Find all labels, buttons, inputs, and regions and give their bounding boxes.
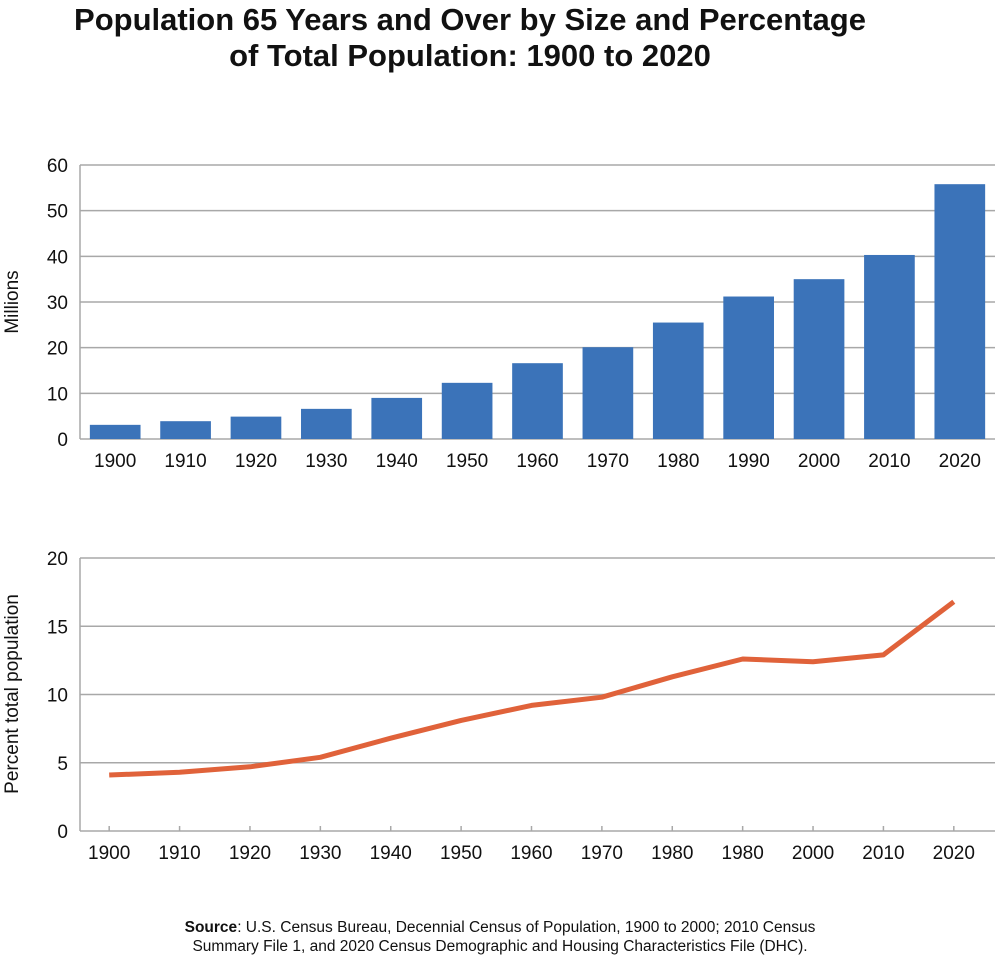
x-tick-label: 1920 bbox=[235, 451, 277, 472]
x-tick-label: 1960 bbox=[510, 843, 552, 864]
x-tick-label: 1980 bbox=[651, 843, 693, 864]
percent-line bbox=[109, 599, 956, 778]
x-tick-label: 2010 bbox=[868, 451, 910, 472]
y-tick-label: 20 bbox=[47, 339, 68, 360]
y-tick-label: 10 bbox=[47, 686, 68, 707]
x-tick-label: 1970 bbox=[587, 451, 629, 472]
x-tick-label: 2000 bbox=[792, 843, 834, 864]
y-tick-label: 60 bbox=[47, 156, 68, 177]
bar-1960 bbox=[512, 363, 563, 439]
x-tick-label: 1900 bbox=[88, 843, 130, 864]
x-tick-label: 2020 bbox=[933, 843, 975, 864]
bar-1930 bbox=[301, 408, 352, 439]
bar-1980 bbox=[652, 322, 704, 439]
bar-2010 bbox=[864, 254, 915, 439]
bar-2000 bbox=[793, 279, 845, 439]
y-tick-label: 10 bbox=[47, 384, 68, 405]
x-tick-label: 1970 bbox=[581, 843, 623, 864]
y-tick-label: 5 bbox=[57, 754, 68, 775]
bar-1910 bbox=[160, 421, 211, 439]
y-tick-label: 30 bbox=[47, 293, 68, 314]
x-tick-label: 1950 bbox=[440, 843, 482, 864]
source-line-1: : U.S. Census Bureau, Decennial Census o… bbox=[237, 919, 816, 936]
y-tick-label: 15 bbox=[47, 617, 68, 638]
bar-2020 bbox=[934, 184, 986, 439]
y-tick-label: 0 bbox=[57, 822, 68, 843]
source-label: Source bbox=[184, 919, 238, 936]
x-tick-label: 1900 bbox=[94, 451, 136, 472]
x-tick-label: 1920 bbox=[229, 843, 271, 864]
x-tick-label: 1990 bbox=[728, 451, 770, 472]
x-tick-label: 1950 bbox=[446, 451, 488, 472]
bar-1900 bbox=[89, 424, 141, 439]
bar-1950 bbox=[441, 382, 493, 439]
x-tick-label: 1980 bbox=[722, 843, 764, 864]
y-tick-label: 0 bbox=[57, 430, 68, 451]
y-tick-label: 40 bbox=[47, 247, 68, 268]
x-tick-label: 2020 bbox=[939, 451, 981, 472]
source-note: Source: U.S. Census Bureau, Decennial Ce… bbox=[0, 918, 1000, 956]
bar-1940 bbox=[371, 397, 423, 439]
x-tick-label: 1940 bbox=[376, 451, 418, 472]
x-tick-label: 1930 bbox=[299, 843, 341, 864]
y-axis-label: Percent total population bbox=[2, 594, 23, 794]
x-tick-label: 1910 bbox=[158, 843, 200, 864]
y-tick-label: 50 bbox=[47, 202, 68, 223]
x-tick-label: 1940 bbox=[370, 843, 412, 864]
bar-1920 bbox=[230, 416, 282, 439]
bar-1990 bbox=[723, 296, 774, 439]
bar-1970 bbox=[582, 347, 634, 439]
chart-title: Population 65 Years and Over by Size and… bbox=[0, 2, 940, 74]
title-line-2: of Total Population: 1900 to 2020 bbox=[229, 38, 711, 73]
x-tick-label: 1930 bbox=[305, 451, 347, 472]
x-tick-label: 1960 bbox=[516, 451, 558, 472]
source-line-2: Summary File 1, and 2020 Census Demograp… bbox=[192, 938, 808, 955]
x-tick-label: 1910 bbox=[164, 451, 206, 472]
y-tick-label: 20 bbox=[47, 549, 68, 570]
x-tick-label: 2010 bbox=[862, 843, 904, 864]
x-tick-label: 2000 bbox=[798, 451, 840, 472]
title-line-1: Population 65 Years and Over by Size and… bbox=[74, 2, 866, 37]
y-axis-label: Millions bbox=[2, 270, 23, 333]
x-tick-label: 1980 bbox=[657, 451, 699, 472]
